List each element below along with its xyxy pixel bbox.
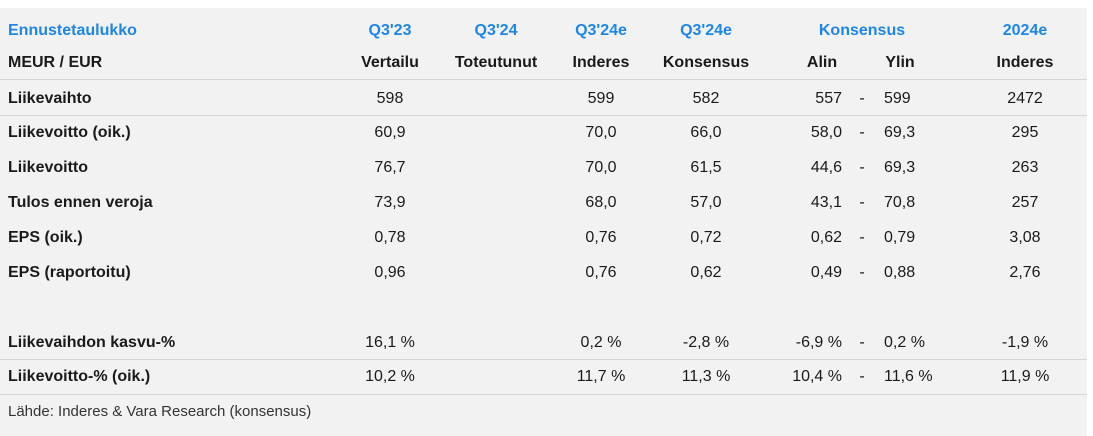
col-header-konsensus-range: Konsensus [818, 22, 906, 39]
forecast-table: Ennustetaulukko Q3'23 Q3'24 Q3'24e Q3'24… [0, 8, 1087, 436]
cell-konsensus: -2,8 % [682, 334, 730, 351]
cell-vertailu: 73,9 [374, 194, 406, 211]
cell-vertailu: 76,7 [374, 159, 406, 176]
cell-inderes: 68,0 [585, 194, 617, 211]
cell-konsensus: 0,62 [690, 264, 722, 281]
cell-inderes: 0,76 [585, 264, 617, 281]
header-divider [0, 79, 1087, 80]
col-header-q3-23: Q3'23 [368, 22, 412, 39]
table-row: Liikevoitto 76,7 70,0 61,5 44,6 - 69,3 2… [0, 151, 1087, 185]
row-label: Liikevoitto [8, 159, 89, 176]
range-dash: - [859, 368, 865, 385]
cell-vertailu: 60,9 [374, 124, 406, 141]
col-sub-ylin: Ylin [885, 54, 915, 71]
cell-vertailu: 0,78 [374, 229, 406, 246]
col-header-q3-24: Q3'24 [474, 22, 518, 39]
col-sub-inderes-2024: Inderes [996, 54, 1054, 71]
cell-alin: -6,9 % [795, 334, 842, 351]
range-dash: - [859, 124, 865, 141]
unit-label: MEUR / EUR [8, 54, 103, 71]
cell-konsensus: 0,72 [690, 229, 722, 246]
cell-ylin: 0,79 [884, 229, 916, 246]
range-dash: - [859, 159, 865, 176]
cell-inderes: 70,0 [585, 124, 617, 141]
cell-ylin: 11,6 % [884, 368, 933, 385]
col-sub-toteutunut: Toteutunut [454, 54, 538, 71]
cell-ylin: 0,2 % [884, 334, 925, 351]
range-dash: - [859, 229, 865, 246]
cell-konsensus: 61,5 [690, 159, 722, 176]
cell-alin: 44,6 [810, 159, 842, 176]
cell-konsensus: 66,0 [690, 124, 722, 141]
row-label: Tulos ennen veroja [8, 194, 153, 211]
cell-2024e: 263 [1011, 159, 1039, 176]
cell-alin: 0,62 [810, 229, 842, 246]
cell-ylin: 70,8 [884, 194, 916, 211]
cell-alin: 557 [815, 90, 842, 107]
cell-ylin: 69,3 [884, 159, 916, 176]
cell-alin: 58,0 [810, 124, 842, 141]
cell-2024e: -1,9 % [1001, 334, 1049, 351]
cell-vertailu: 16,1 % [365, 334, 415, 351]
range-dash: - [859, 194, 865, 211]
cell-2024e: 257 [1011, 194, 1039, 211]
table-row: Liikevoitto-% (oik.) 10,2 % 11,7 % 11,3 … [0, 360, 1087, 394]
col-sub-inderes: Inderes [572, 54, 630, 71]
cell-2024e: 3,08 [1009, 229, 1041, 246]
cell-2024e: 2,76 [1009, 264, 1041, 281]
col-header-2024e: 2024e [1002, 22, 1048, 39]
range-dash: - [859, 334, 865, 351]
cell-2024e: 2472 [1007, 90, 1043, 107]
cell-alin: 43,1 [810, 194, 842, 211]
row-label: EPS (raportoitu) [8, 264, 131, 281]
col-sub-alin: Alin [806, 54, 838, 71]
cell-ylin: 599 [884, 90, 911, 107]
cell-inderes: 599 [587, 90, 615, 107]
cell-konsensus: 11,3 % [681, 368, 731, 385]
cell-ylin: 69,3 [884, 124, 916, 141]
header-row-subs: MEUR / EUR Vertailu Toteutunut Inderes K… [0, 46, 1087, 80]
col-sub-vertailu: Vertailu [361, 54, 419, 71]
row-label: Liikevoitto-% (oik.) [8, 368, 151, 385]
table-row: Liikevaihto 598 599 582 557 - 599 2472 [0, 82, 1087, 116]
row-label: Liikevoitto (oik.) [8, 124, 131, 141]
table-row: Liikevoitto (oik.) 60,9 70,0 66,0 58,0 -… [0, 116, 1087, 150]
cell-konsensus: 582 [692, 90, 720, 107]
cell-vertailu: 10,2 % [365, 368, 415, 385]
cell-2024e: 11,9 % [1000, 368, 1050, 385]
cell-inderes: 0,76 [585, 229, 617, 246]
footer-divider [0, 394, 1087, 395]
table-row: Liikevaihdon kasvu-% 16,1 % 0,2 % -2,8 %… [0, 326, 1087, 360]
cell-konsensus: 57,0 [690, 194, 722, 211]
header-row-periods: Ennustetaulukko Q3'23 Q3'24 Q3'24e Q3'24… [0, 14, 1087, 48]
col-header-q3-24e-konsensus: Q3'24e [680, 22, 732, 39]
row-divider [0, 115, 1087, 116]
cell-inderes: 11,7 % [576, 368, 626, 385]
cell-ylin: 0,88 [884, 264, 916, 281]
col-sub-konsensus: Konsensus [662, 54, 750, 71]
cell-vertailu: 598 [376, 90, 404, 107]
table-row: Tulos ennen veroja 73,9 68,0 57,0 43,1 -… [0, 186, 1087, 220]
range-dash: - [859, 90, 865, 107]
cell-inderes: 70,0 [585, 159, 617, 176]
cell-inderes: 0,2 % [580, 334, 622, 351]
range-dash: - [859, 264, 865, 281]
table-row: EPS (raportoitu) 0,96 0,76 0,62 0,49 - 0… [0, 256, 1087, 290]
cell-2024e: 295 [1011, 124, 1039, 141]
col-header-q3-24e-inderes: Q3'24e [575, 22, 627, 39]
cell-vertailu: 0,96 [374, 264, 406, 281]
table-row: EPS (oik.) 0,78 0,76 0,72 0,62 - 0,79 3,… [0, 221, 1087, 255]
cell-alin: 0,49 [810, 264, 842, 281]
row-label: EPS (oik.) [8, 229, 83, 246]
row-label: Liikevaihto [8, 90, 92, 107]
cell-alin: 10,4 % [792, 368, 842, 385]
source-note: Lähde: Inderes & Vara Research (konsensu… [8, 403, 312, 420]
table-title: Ennustetaulukko [8, 22, 137, 39]
row-divider [0, 359, 1087, 360]
row-label: Liikevaihdon kasvu-% [8, 334, 176, 351]
